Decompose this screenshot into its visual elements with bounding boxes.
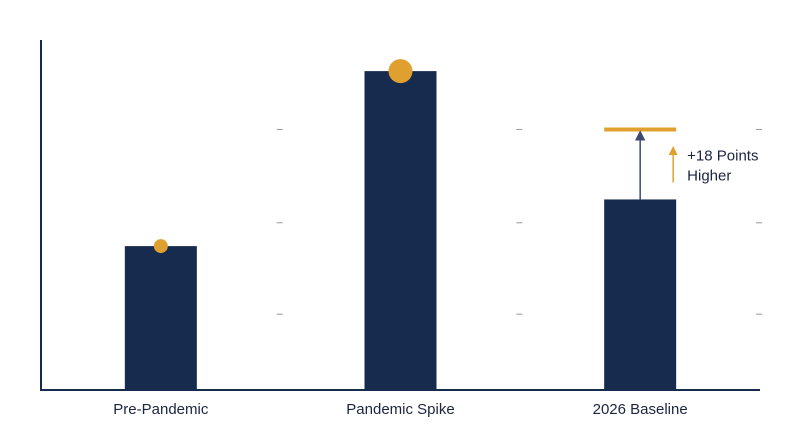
x-tick-label: 2026 Baseline: [593, 401, 688, 418]
annotation: Higher: [687, 167, 731, 184]
marker-dot: [153, 239, 168, 254]
bar: [604, 199, 677, 390]
bar: [124, 246, 197, 390]
annotation: +18 Points: [687, 147, 758, 164]
marker-dot: [388, 59, 413, 84]
x-tick-label: Pre-Pandemic: [113, 401, 209, 418]
x-tick-label: Pandemic Spike: [346, 401, 454, 418]
bar: [364, 71, 437, 390]
